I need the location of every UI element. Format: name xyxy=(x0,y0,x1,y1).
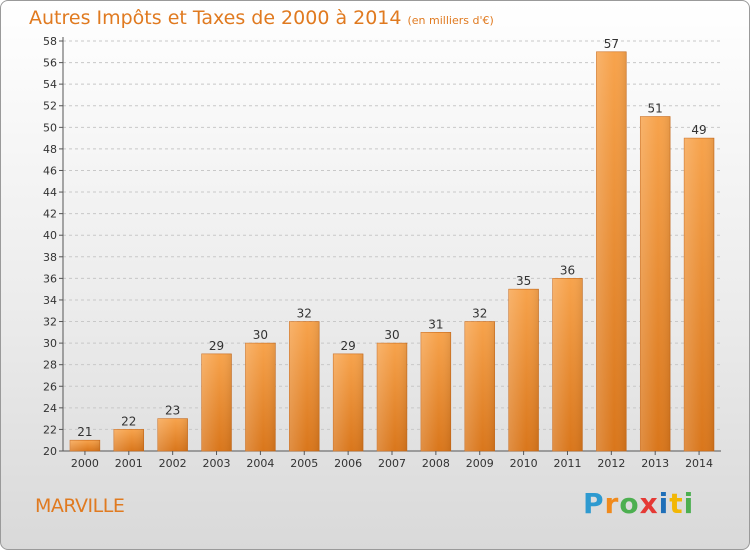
y-tick-label: 46 xyxy=(43,164,57,177)
x-tick-labels: 2000 2001 2002 2003 2004 2005 2006 2007 2008 2009… xyxy=(71,451,713,470)
x-tick-label: 2000 xyxy=(71,457,99,470)
logo-letter: o xyxy=(619,487,640,520)
y-tick-label: 56 xyxy=(43,57,57,70)
x-tick-label: 2005 xyxy=(290,457,318,470)
bar-shade-2002 xyxy=(157,418,188,451)
x-tick-label: 2004 xyxy=(246,457,274,470)
data-label: 35 xyxy=(516,274,531,288)
bar-shade-2004 xyxy=(245,343,276,451)
x-tick-label: 2008 xyxy=(422,457,450,470)
y-tick-label: 30 xyxy=(43,337,57,350)
y-tick-label: 20 xyxy=(43,445,57,458)
y-tick-label: 54 xyxy=(43,78,57,91)
y-tick-label: 48 xyxy=(43,143,57,156)
title-text: Autres Impôts et Taxes de 2000 à 2014 xyxy=(29,7,402,29)
logo-letter: t xyxy=(669,487,684,520)
data-label: 32 xyxy=(472,307,487,321)
data-label: 23 xyxy=(165,404,180,418)
logo-letter: i xyxy=(683,487,695,520)
x-tick-label: 2014 xyxy=(685,457,713,470)
place-name: MARVILLE xyxy=(35,495,125,517)
y-tick-label: 22 xyxy=(43,423,57,436)
data-label: 30 xyxy=(384,328,399,342)
bar-shade-2011 xyxy=(552,278,583,451)
y-tick-label: 58 xyxy=(43,35,57,48)
y-tick-label: 42 xyxy=(43,208,57,221)
bars xyxy=(69,51,715,452)
y-tick-label: 52 xyxy=(43,100,57,113)
data-label: 57 xyxy=(604,37,619,51)
data-label: 49 xyxy=(691,123,706,137)
data-label: 21 xyxy=(77,425,92,439)
bar-shade-2000 xyxy=(70,440,100,451)
proxiti-logo: Proxiti xyxy=(583,487,694,520)
logo-letter: x xyxy=(639,487,659,520)
x-tick-label: 2013 xyxy=(641,457,669,470)
bar-shade-2005 xyxy=(289,321,320,451)
y-tick-label: 44 xyxy=(43,186,57,199)
data-label: 22 xyxy=(121,414,136,428)
logo-letter: i xyxy=(658,487,670,520)
chart-subtitle: (en milliers d'€) xyxy=(407,14,494,27)
bar-shade-2008 xyxy=(420,332,451,451)
bar-shade-2013 xyxy=(640,116,671,452)
x-tick-label: 2001 xyxy=(115,457,143,470)
data-label: 31 xyxy=(428,317,443,331)
data-label: 32 xyxy=(297,307,312,321)
data-label: 36 xyxy=(560,263,575,277)
bar-shade-2009 xyxy=(464,321,495,451)
logo-letter: r xyxy=(604,487,620,520)
data-label: 30 xyxy=(253,328,268,342)
bar-shade-2010 xyxy=(508,289,539,451)
bar-shade-2014 xyxy=(684,138,714,451)
y-tick-label: 50 xyxy=(43,121,57,134)
x-tick-label: 2011 xyxy=(553,457,581,470)
chart-title: Autres Impôts et Taxes de 2000 à 2014 (en… xyxy=(29,7,494,29)
y-tick-label: 28 xyxy=(43,359,57,372)
y-tick-label: 24 xyxy=(43,402,57,415)
x-tick-label: 2009 xyxy=(466,457,494,470)
x-tick-label: 2002 xyxy=(159,457,187,470)
x-tick-label: 2012 xyxy=(597,457,625,470)
y-tick-label: 34 xyxy=(43,294,57,307)
x-tick-label: 2006 xyxy=(334,457,362,470)
y-tick-label: 26 xyxy=(43,380,57,393)
y-tick-label: 38 xyxy=(43,251,57,264)
y-tick-labels: 20 22 24 26 28 30 32 34 36 38 40 42 44 46 48 50 52 54 56 58 xyxy=(43,35,57,458)
y-tick-label: 40 xyxy=(43,229,57,242)
x-tick-label: 2010 xyxy=(510,457,538,470)
bar-shade-2003 xyxy=(201,353,232,451)
x-tick-label: 2003 xyxy=(203,457,231,470)
bar-shade-2007 xyxy=(377,343,407,451)
x-tick-label: 2007 xyxy=(378,457,406,470)
data-label: 29 xyxy=(340,339,355,353)
y-tick-label: 36 xyxy=(43,272,57,285)
bar-shade-2001 xyxy=(113,429,144,451)
bar-shade-2006 xyxy=(333,353,364,451)
data-label: 51 xyxy=(648,102,663,116)
data-label: 29 xyxy=(209,339,224,353)
y-tick-label: 32 xyxy=(43,316,57,329)
logo-letter: P xyxy=(583,487,605,520)
data-labels: 21 22 23 29 30 32 29 30 31 32 35 36 57 51 49 xyxy=(77,37,706,439)
bar-shade-2012 xyxy=(596,51,627,451)
